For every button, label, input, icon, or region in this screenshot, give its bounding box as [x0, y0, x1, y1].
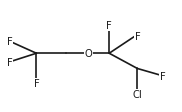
- Text: F: F: [7, 37, 13, 47]
- Text: F: F: [7, 57, 13, 67]
- Text: F: F: [33, 79, 39, 88]
- Text: O: O: [84, 49, 92, 59]
- Text: F: F: [106, 21, 112, 31]
- Text: Cl: Cl: [132, 90, 142, 100]
- Text: F: F: [134, 32, 140, 42]
- Text: F: F: [160, 71, 166, 81]
